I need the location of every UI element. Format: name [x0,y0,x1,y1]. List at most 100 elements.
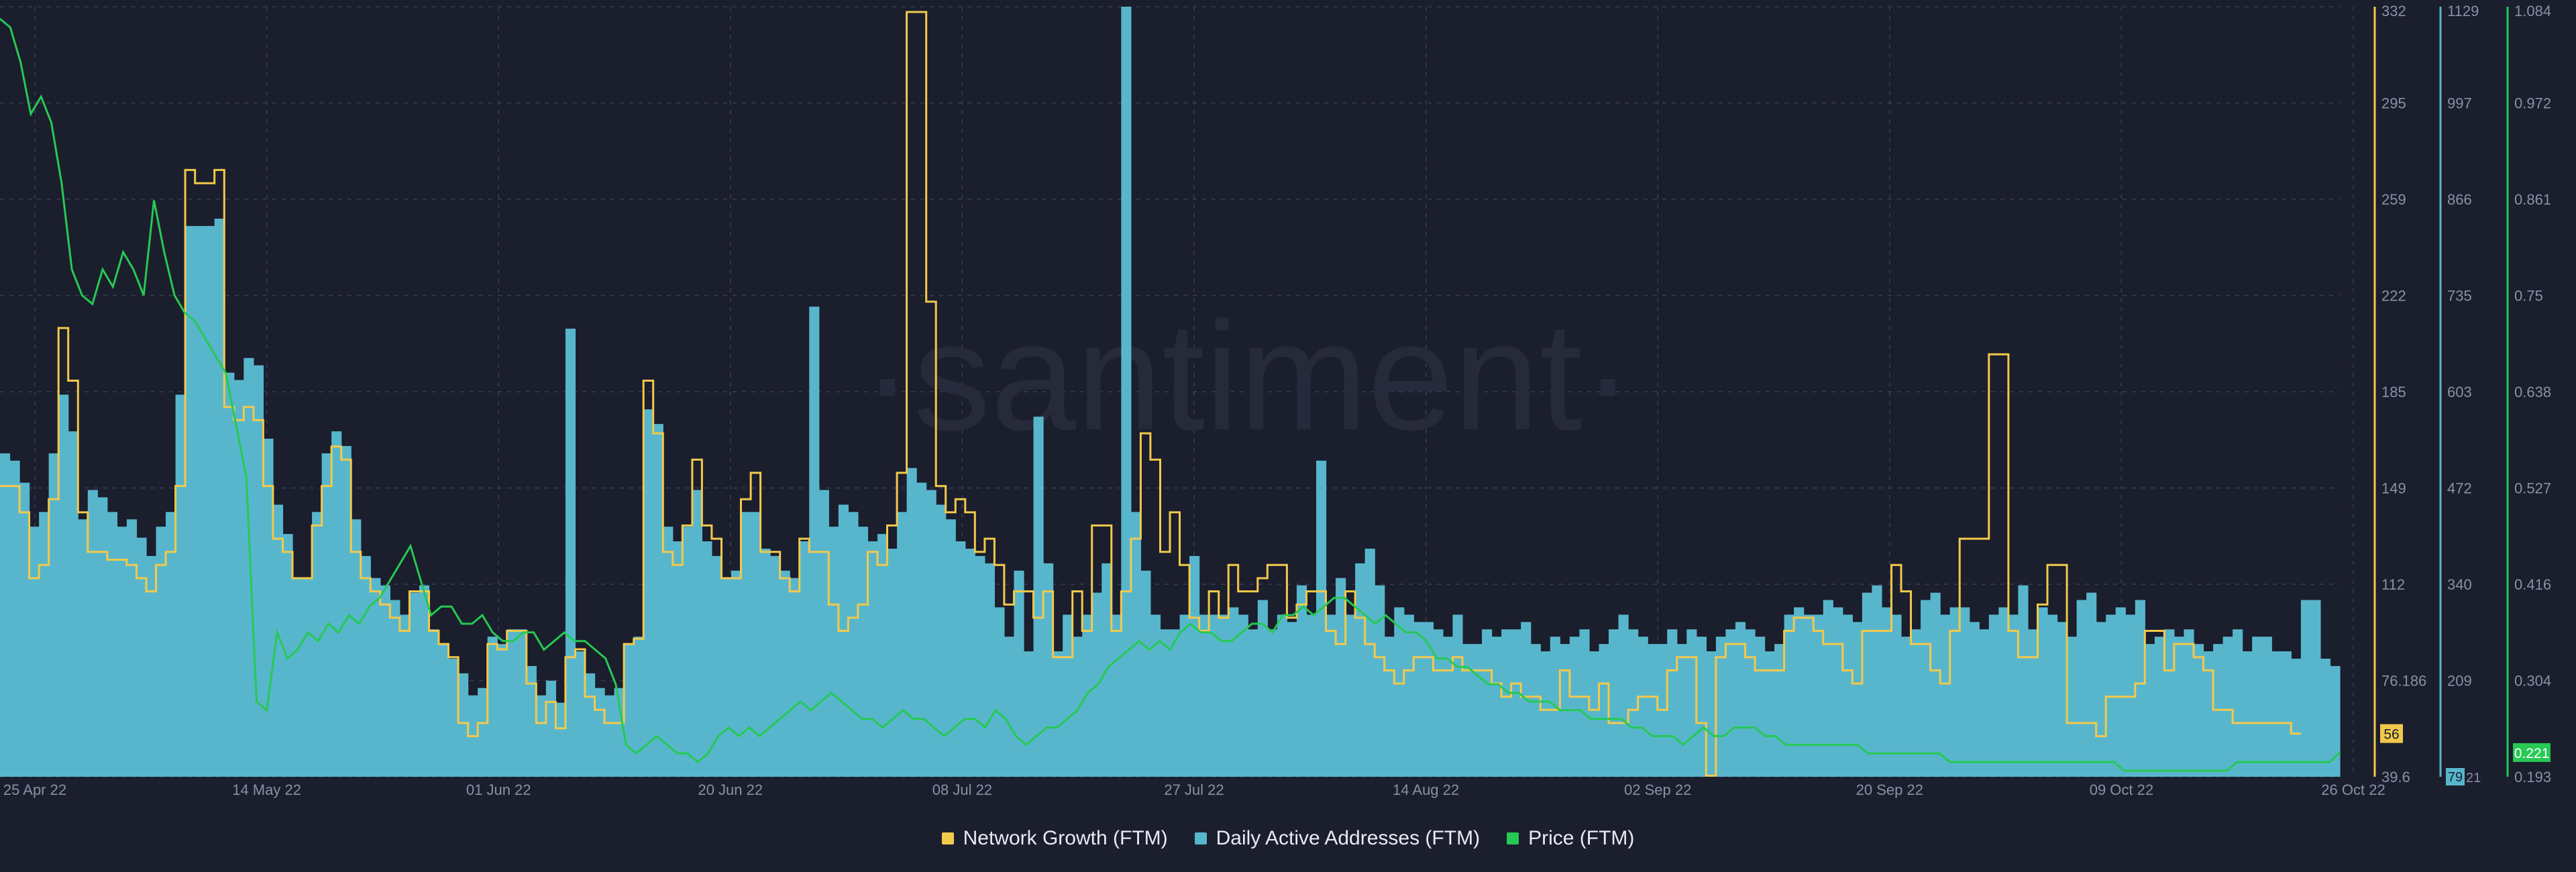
daa-bar [370,578,381,777]
daa-bar [1218,614,1229,777]
daa-bar [897,512,908,777]
daa-bar [945,519,956,777]
y-tick-label: 0.416 [2514,576,2551,593]
daa-bar [2115,607,2126,777]
legend-item-price[interactable]: Price (FTM) [1507,827,1634,850]
daa-bar [1901,637,1912,777]
daa-bar [1238,614,1248,777]
daa-bar [1628,629,1639,777]
daa-bar [984,563,995,777]
daa-bar [1813,614,1824,777]
daa-bar [575,651,586,777]
y-tick-label: 209 [2447,673,2472,690]
daa-bar [1442,637,1454,777]
daa-bar [809,307,820,777]
daa-bar [965,548,975,777]
daa-bar [429,629,439,777]
daa-bar [1014,570,1024,777]
y-tick-label: 0.75 [2514,288,2543,305]
y-tick-label: 0.861 [2514,191,2551,208]
daa-bar [263,438,274,777]
daa-bar [331,431,342,777]
daa-bar [1072,637,1083,777]
daa-bar [2252,637,2263,777]
daa-bar [828,527,839,777]
daa-bar [1423,622,1434,777]
y-tick-label: 0.193 [2514,769,2551,785]
daa-bar [1277,614,1287,777]
daa-bar [936,504,947,777]
daa-bar [1257,600,1268,777]
daa-bar [48,453,59,777]
daa-bar [175,394,186,777]
daa-bar [1296,585,1307,777]
daa-bar [1345,614,1356,777]
daa-bar [1530,644,1541,777]
daa-bar [253,365,264,777]
y-tick-label: 149 [2381,480,2406,497]
daa-bar [351,519,362,777]
daa-bar [1715,637,1726,777]
daa-bar [780,570,790,777]
daa-bar [1189,555,1200,777]
daa-bar [1648,644,1658,777]
daa-bar [867,541,878,777]
daa-bar [2261,637,2272,777]
legend-item-daily-active-addresses[interactable]: Daily Active Addresses (FTM) [1194,827,1480,850]
daa-bar [156,527,166,777]
daa-bar [2096,622,2106,777]
price-line [0,17,2341,772]
daa-bar [1696,637,1707,777]
daa-bar [1375,585,1385,777]
y-axes: 332 295 259 222 185 149 112 76.186 39.6 1129 997 86… [2373,3,2551,785]
daa-bar [2310,600,2321,777]
legend-swatch-daily-active-addresses [1194,832,1207,844]
daa-bar [2281,651,2292,777]
legend-swatch-price [1507,832,1519,844]
daa-bar [1638,637,1648,777]
daa-bar [1842,614,1853,777]
daa-bar [1979,629,1990,777]
legend-label-price: Price (FTM) [1528,827,1635,849]
daa-bar [1287,622,1297,777]
daa-bar [233,380,244,777]
daa-bar [0,453,11,777]
daa-bar [1589,651,1600,777]
daa-bar [770,555,781,777]
y-tick-label: 735 [2447,288,2472,305]
daa-value-badge [2446,768,2465,785]
daa-bar [653,424,663,777]
daa-bar [58,394,69,777]
daa-bar [799,541,810,777]
legend-item-network-growth[interactable]: Network Growth (FTM) [941,827,1168,850]
daa-bar [614,688,625,777]
daa-bar [2018,585,2029,777]
daily-active-addresses-bars [0,7,2341,777]
daa-bar [1199,614,1210,777]
daa-bar [341,445,352,777]
daa-bar [1676,644,1687,777]
daa-bar [1911,629,1921,777]
daa-bar [1618,614,1629,777]
daa-bar [848,512,859,777]
daa-bar [975,555,985,777]
daa-bar [672,541,683,777]
daa-bar [2330,665,2341,777]
legend-swatch-network-growth [941,832,954,844]
daa-bar [321,453,332,777]
daa-bar [1462,644,1473,777]
daa-bar [643,409,654,777]
daa-bar [439,644,449,777]
daa-bar [1024,651,1034,777]
daa-value-suffix: 21 [2466,771,2481,785]
daa-bar [1891,614,1902,777]
daa-bar [1921,600,1931,777]
daa-bar [1794,607,1805,777]
daa-bar [1491,637,1502,777]
daa-bar [741,512,751,777]
daa-bar [1209,614,1220,777]
daa-bar [448,658,459,777]
daa-bar [545,680,556,777]
daa-bar [9,460,20,777]
daa-bar [2057,622,2068,777]
